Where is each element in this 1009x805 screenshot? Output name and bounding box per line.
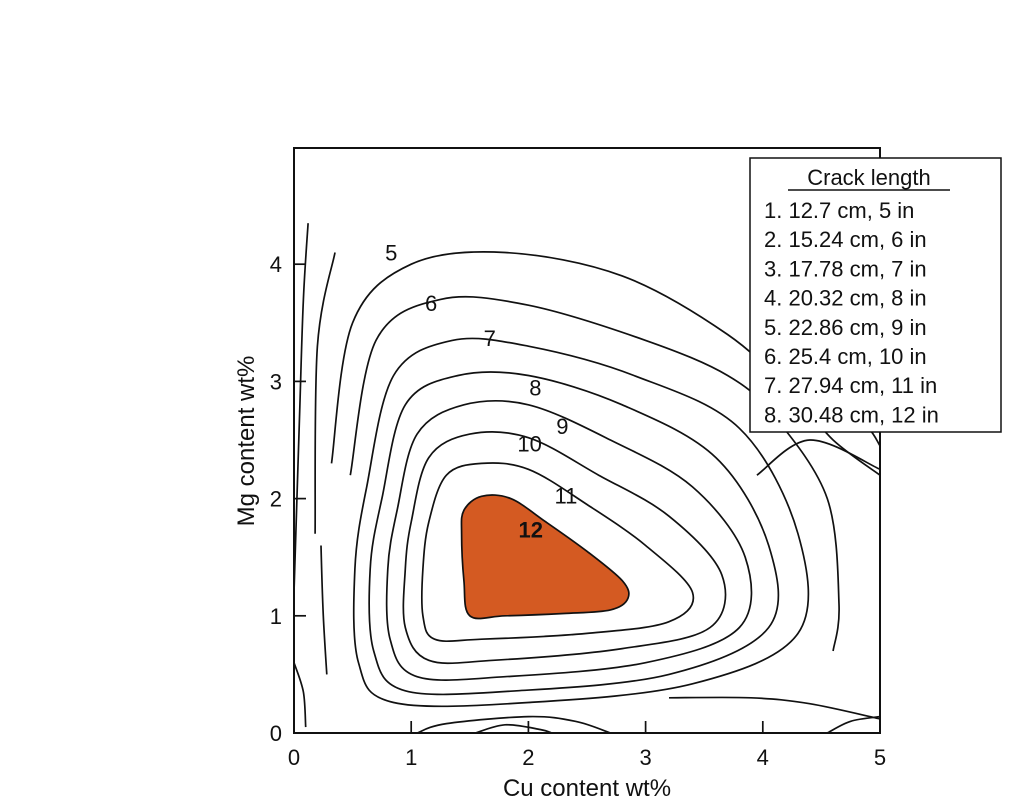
contour-line-7 [475,723,553,733]
contour-line-8 [368,371,780,696]
legend-entry: 7. 27.94 cm, 11 in [764,373,937,398]
y-tick-label: 1 [270,604,282,629]
contour-line-4 [756,439,880,476]
y-tick-label: 2 [270,487,282,512]
contour-line-3 [294,223,309,593]
contour-label-10: 10 [517,432,541,457]
contour-line-7 [352,337,810,708]
contour-line-9 [385,399,753,681]
contour-line-10 [402,431,727,665]
contour-line-11 [420,462,695,643]
legend-entry: 6. 25.4 cm, 10 in [764,344,927,369]
y-tick-label: 4 [270,252,282,277]
contour-line-6 [668,696,880,720]
legend-entry: 4. 20.32 cm, 8 in [764,286,927,311]
y-axis-title: Mg content wt% [233,356,260,527]
contour-label-9: 9 [556,414,568,439]
contour-labels: 5 6 7 89 10 11 12 [385,241,577,543]
contour-label-8: 8 [529,375,541,400]
contour-lines [294,223,880,733]
y-tick-label: 3 [270,369,282,394]
legend-entry: 1. 12.7 cm, 5 in [764,198,914,223]
legend-entry: 8. 30.48 cm, 12 in [764,402,939,427]
contour-line-5 [826,715,880,733]
x-tick-label: 2 [522,745,534,770]
contour-label-6: 6 [425,291,437,316]
contour-label-7: 7 [484,326,496,351]
x-axis-title: Cu content wt% [503,775,671,802]
legend-title: Crack length [807,165,931,190]
legend: Crack length 1. 12.7 cm, 5 in 2. 15.24 cm… [749,157,1002,433]
plot-frame [293,147,881,734]
legend-entry: 5. 22.86 cm, 9 in [764,315,927,340]
legend-entry: 2. 15.24 cm, 6 in [764,227,927,252]
x-tick-label: 0 [288,745,300,770]
legend-entry: 3. 17.78 cm, 7 in [764,256,927,281]
x-tick-label: 3 [639,745,651,770]
peak-region-12 [460,494,630,620]
contour-line-1 [294,662,307,728]
x-tick-label: 1 [405,745,417,770]
x-tick-label: 4 [757,745,769,770]
contour-label-5: 5 [385,241,397,266]
y-tick-label: 0 [270,721,282,746]
legend-box [749,157,1002,433]
contour-label-11: 11 [554,483,577,508]
contour-line-4 [314,252,336,534]
x-tick-label: 5 [874,745,886,770]
contour-line-6 [416,715,611,733]
contour-line-2 [320,545,328,675]
contour-label-12: 12 [519,517,543,542]
contour-line-6 [349,295,840,652]
